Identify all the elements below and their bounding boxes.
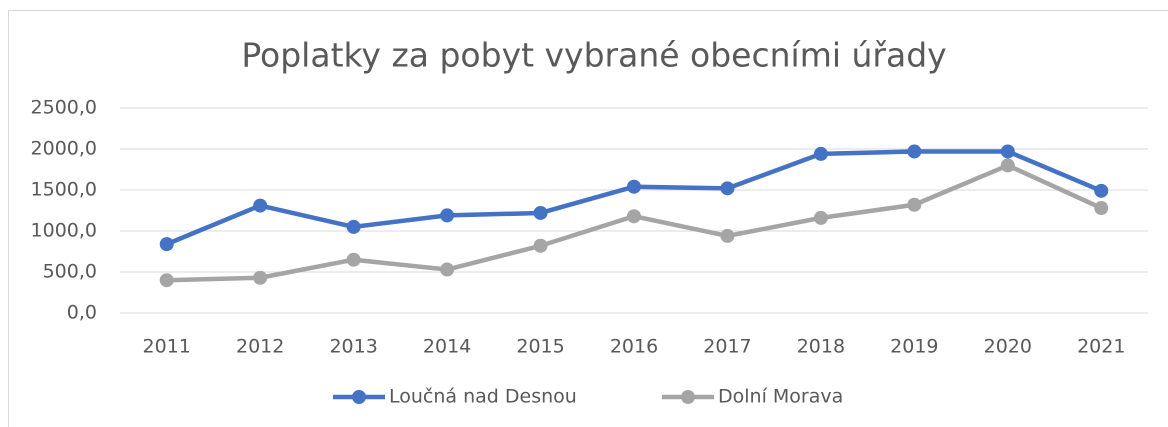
point bbox=[533, 205, 548, 220]
legend-marker bbox=[352, 390, 366, 404]
x-tick-label: 2016 bbox=[610, 336, 658, 358]
point bbox=[1000, 158, 1015, 173]
point bbox=[813, 146, 828, 161]
y-tick-label: 1500,0 bbox=[31, 179, 97, 201]
x-tick-label: 2013 bbox=[329, 336, 377, 358]
point bbox=[440, 262, 455, 277]
point bbox=[159, 237, 174, 252]
point bbox=[253, 198, 268, 213]
chart-border bbox=[8, 10, 1168, 427]
y-tick-label: 0,0 bbox=[67, 302, 97, 324]
legend-label: Dolní Morava bbox=[718, 386, 843, 408]
x-tick-label: 2018 bbox=[797, 336, 845, 358]
point bbox=[346, 219, 361, 234]
point bbox=[1000, 144, 1015, 159]
point bbox=[346, 252, 361, 267]
point bbox=[907, 144, 922, 159]
point bbox=[1094, 201, 1109, 216]
point bbox=[627, 179, 641, 194]
chart-title: Poplatky za pobyt vybrané obecními úřady bbox=[241, 36, 946, 75]
point bbox=[813, 210, 828, 225]
x-tick-label: 2017 bbox=[703, 336, 751, 358]
point bbox=[440, 208, 455, 223]
y-tick-label: 1000,0 bbox=[31, 220, 97, 242]
x-tick-label: 2012 bbox=[236, 336, 284, 358]
point bbox=[253, 270, 268, 285]
point bbox=[720, 228, 735, 243]
x-tick-label: 2020 bbox=[984, 336, 1032, 358]
legend-label: Loučná nad Desnou bbox=[389, 386, 577, 408]
point bbox=[720, 181, 735, 196]
point bbox=[907, 197, 922, 212]
point bbox=[159, 273, 174, 288]
x-tick-label: 2015 bbox=[516, 336, 564, 358]
x-tick-label: 2021 bbox=[1077, 336, 1125, 358]
y-tick-label: 2000,0 bbox=[31, 138, 97, 160]
y-tick-label: 500,0 bbox=[43, 261, 97, 283]
x-tick-label: 2014 bbox=[423, 336, 471, 358]
x-tick-label: 2019 bbox=[890, 336, 938, 358]
legend-marker bbox=[681, 390, 695, 404]
y-tick-label: 2500,0 bbox=[31, 97, 97, 119]
point bbox=[533, 238, 548, 253]
point bbox=[1094, 183, 1109, 198]
point bbox=[627, 209, 641, 224]
x-tick-label: 2011 bbox=[143, 336, 191, 358]
